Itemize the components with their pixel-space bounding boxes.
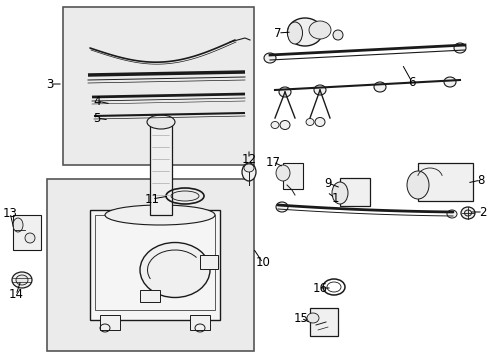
Ellipse shape [264, 53, 275, 63]
Ellipse shape [287, 18, 322, 46]
Ellipse shape [443, 77, 455, 87]
Ellipse shape [244, 164, 253, 172]
Bar [95, 215, 215, 310]
Ellipse shape [308, 21, 330, 39]
Ellipse shape [446, 210, 456, 218]
Text: 8: 8 [476, 174, 484, 186]
Ellipse shape [279, 87, 290, 97]
Ellipse shape [314, 117, 325, 126]
Text: 13: 13 [2, 207, 18, 220]
Ellipse shape [306, 313, 318, 323]
Ellipse shape [275, 165, 289, 181]
Ellipse shape [406, 171, 428, 199]
Ellipse shape [147, 115, 175, 129]
Bar [283, 163, 303, 189]
Ellipse shape [12, 272, 32, 288]
Ellipse shape [280, 121, 289, 130]
Text: 12: 12 [241, 153, 256, 166]
Bar [417, 163, 472, 201]
Ellipse shape [460, 207, 474, 219]
Ellipse shape [331, 182, 347, 204]
Text: 9: 9 [324, 176, 331, 189]
Ellipse shape [332, 30, 342, 40]
Bar [140, 290, 160, 302]
Ellipse shape [373, 82, 385, 92]
Bar [13, 215, 41, 250]
Bar [150, 125, 172, 215]
Bar [100, 315, 120, 330]
Ellipse shape [140, 243, 209, 297]
Ellipse shape [25, 233, 35, 243]
Text: 14: 14 [8, 288, 23, 302]
Bar [200, 255, 218, 269]
Ellipse shape [16, 275, 28, 285]
Bar [339, 178, 369, 206]
Text: 3: 3 [46, 77, 54, 90]
Text: 2: 2 [478, 206, 486, 219]
Ellipse shape [305, 118, 313, 126]
Ellipse shape [270, 122, 279, 129]
Bar [63, 7, 253, 165]
Text: 16: 16 [312, 282, 327, 294]
Ellipse shape [453, 43, 465, 53]
Bar [309, 308, 337, 336]
Ellipse shape [313, 85, 325, 95]
Text: 10: 10 [255, 256, 270, 270]
Ellipse shape [464, 210, 470, 216]
Text: 15: 15 [293, 311, 308, 324]
Bar [90, 210, 220, 320]
Ellipse shape [287, 22, 302, 44]
Ellipse shape [242, 163, 256, 181]
Text: 7: 7 [274, 27, 281, 40]
Ellipse shape [275, 202, 287, 212]
Bar [47, 179, 253, 351]
Ellipse shape [105, 205, 215, 225]
Text: 17: 17 [265, 156, 280, 168]
Text: 5: 5 [93, 112, 101, 125]
Text: 1: 1 [330, 192, 338, 204]
Ellipse shape [13, 218, 23, 232]
Text: 6: 6 [407, 76, 415, 89]
Bar [190, 315, 209, 330]
Text: 4: 4 [93, 95, 101, 108]
Text: 11: 11 [144, 193, 159, 206]
